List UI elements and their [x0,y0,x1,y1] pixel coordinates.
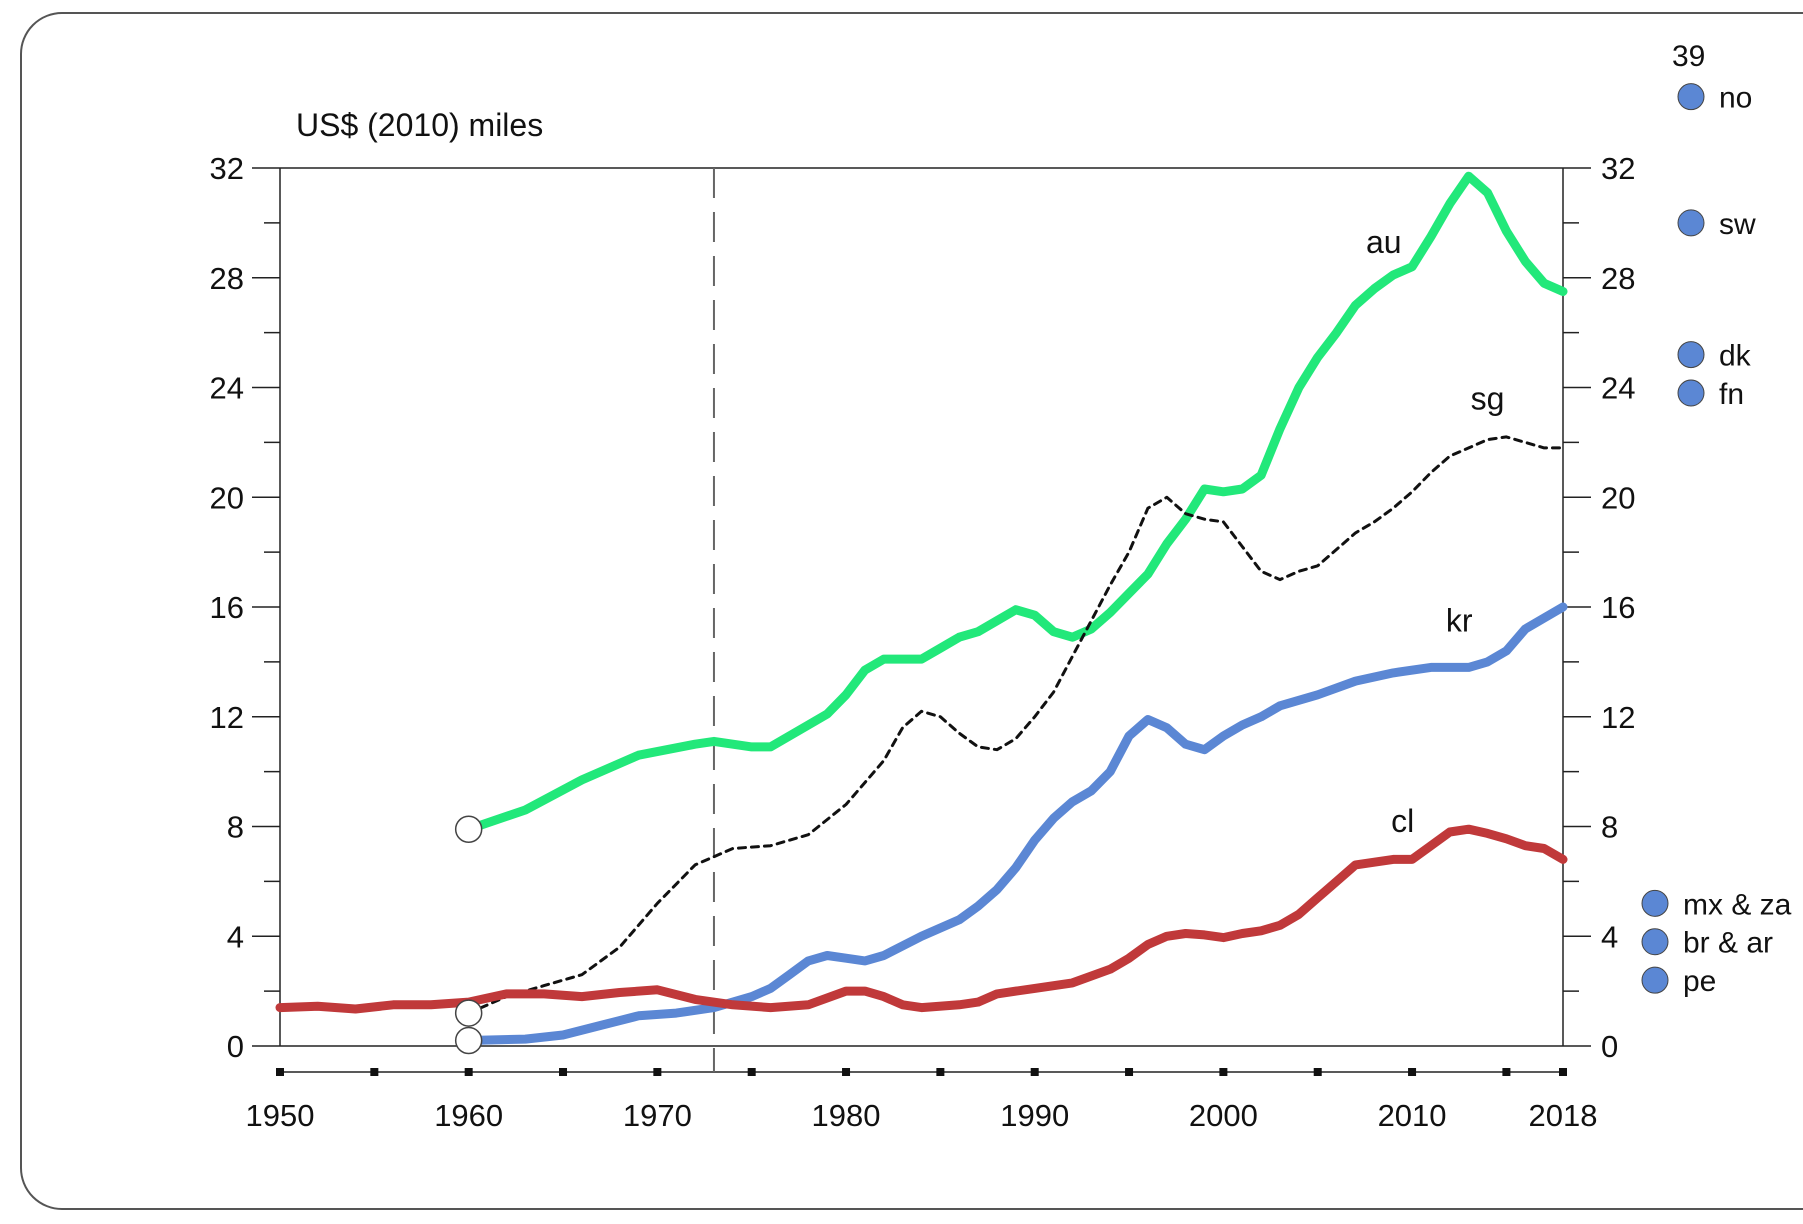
axes: 0 0 4 4 8 8 12 12 16 16 20 20 24 24 28 28 32 32 1950 1960 19… [210,151,1636,1133]
x-tick-mark [1313,1068,1322,1076]
x-tick-mark [1502,1068,1511,1076]
side-marker-dot [1641,889,1669,917]
series-layer: au sg kr cl [275,171,1568,1045]
y-tick-label-right: 24 [1601,371,1635,406]
x-tick-label: 1990 [1000,1098,1069,1133]
series-label-cl: cl [1391,803,1414,839]
series-label-au: au [1366,224,1402,260]
side-marker-label: no [1719,82,1752,115]
series-line-kr [464,602,1568,1045]
series-line-sg [467,435,1565,1015]
side-marker-dot [1677,379,1705,407]
x-tick-mark [1030,1068,1039,1076]
y-tick-label-right: 4 [1601,919,1618,954]
start-marker [454,1026,483,1055]
side-marker-dot [1677,83,1705,111]
x-tick-mark [276,1068,284,1076]
side-label-top: 39 [1672,40,1705,73]
y-tick-label-right: 0 [1601,1029,1618,1064]
x-tick-mark [1408,1068,1417,1076]
x-tick-mark [370,1068,379,1076]
y-tick-label-right: 12 [1601,700,1635,735]
y-tick-label-right: 20 [1601,480,1635,515]
y-tick-label-left: 28 [210,261,244,296]
y-tick-label-right: 28 [1601,261,1635,296]
x-tick-label: 1960 [434,1098,503,1133]
y-tick-label-left: 0 [227,1029,244,1064]
x-tick-mark [1125,1068,1134,1076]
x-tick-label: 2018 [1529,1098,1598,1133]
x-tick-mark [747,1068,756,1076]
series-label-kr: kr [1446,603,1473,639]
side-marker-label: fn [1719,378,1744,411]
markers-layer [454,815,483,1055]
x-tick-mark [842,1068,851,1076]
y-tick-label-left: 24 [210,371,244,406]
x-tick-mark [1219,1068,1228,1076]
y-tick-label-right: 16 [1601,590,1635,625]
x-tick-label: 2000 [1189,1098,1258,1133]
x-tick-label: 1970 [623,1098,692,1133]
side-marker-dot [1677,341,1705,369]
side-marker-label: dk [1719,340,1752,373]
y-tick-label-left: 16 [210,590,244,625]
y-tick-label-left: 12 [210,700,244,735]
series-label-sg: sg [1471,380,1505,416]
y-tick-label-left: 32 [210,151,244,186]
y-axis-label: US$ (2010) miles [296,107,543,143]
x-tick-mark [936,1068,945,1076]
y-tick-label-left: 20 [210,480,244,515]
x-tick-mark [464,1068,473,1076]
side-markers: 39 no sw dk fn mx & za br & ar pe [1641,40,1792,998]
x-tick-mark [653,1068,662,1076]
y-tick-label-right: 32 [1601,151,1635,186]
side-marker-label: sw [1719,208,1756,241]
y-tick-label-left: 4 [227,919,244,954]
side-marker-dot [1677,209,1705,237]
start-marker [454,999,483,1027]
start-marker [454,815,483,843]
side-marker-label: mx & za [1683,888,1792,921]
series-line-cl [275,824,1568,1014]
x-tick-label: 1980 [812,1098,881,1133]
x-tick-label: 2010 [1378,1098,1447,1133]
x-tick-label: 1950 [246,1098,315,1133]
y-tick-label-left: 8 [227,810,244,845]
x-tick-mark [1559,1068,1567,1076]
side-marker-dot [1641,928,1669,956]
series-line-au [464,171,1568,834]
side-marker-label: pe [1683,965,1716,998]
y-tick-label-right: 8 [1601,810,1618,845]
side-marker-dot [1641,966,1669,994]
x-tick-mark [559,1068,568,1076]
side-marker-label: br & ar [1683,927,1773,960]
